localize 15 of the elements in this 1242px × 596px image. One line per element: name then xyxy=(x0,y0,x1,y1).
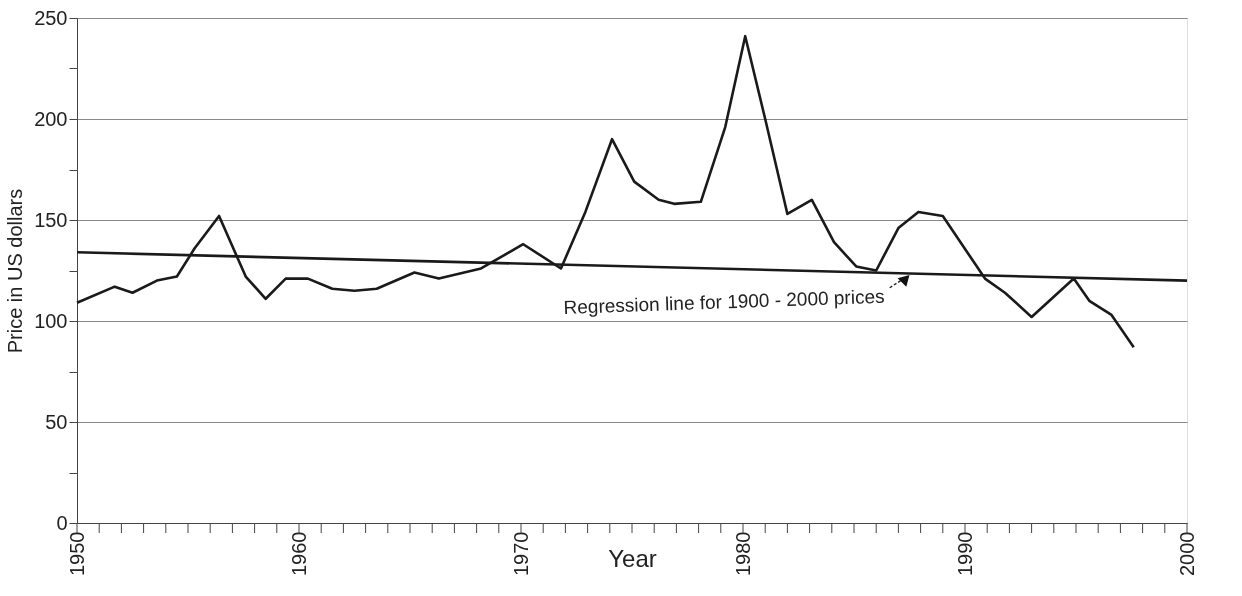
y-tick-label: 150 xyxy=(34,208,68,231)
x-tick-label: 1980 xyxy=(731,531,754,576)
x-tick-label: 1950 xyxy=(65,531,88,576)
x-tick-label: 2000 xyxy=(1175,531,1198,576)
y-tick-label: 200 xyxy=(34,107,68,130)
y-tick-label: 100 xyxy=(34,309,68,332)
y-tick-label: 50 xyxy=(45,410,68,433)
y-axis-title: Price in US dollars xyxy=(4,188,27,354)
x-tick-label: 1990 xyxy=(953,531,976,576)
x-tick-label: 1960 xyxy=(287,531,310,576)
x-axis-title: Year xyxy=(608,544,657,572)
x-tick-label: 1970 xyxy=(509,531,532,576)
y-tick-label: 250 xyxy=(34,6,68,29)
annotation: Regression line for 1900 - 2000 prices xyxy=(563,285,885,318)
y-tick-label: 0 xyxy=(56,511,68,534)
